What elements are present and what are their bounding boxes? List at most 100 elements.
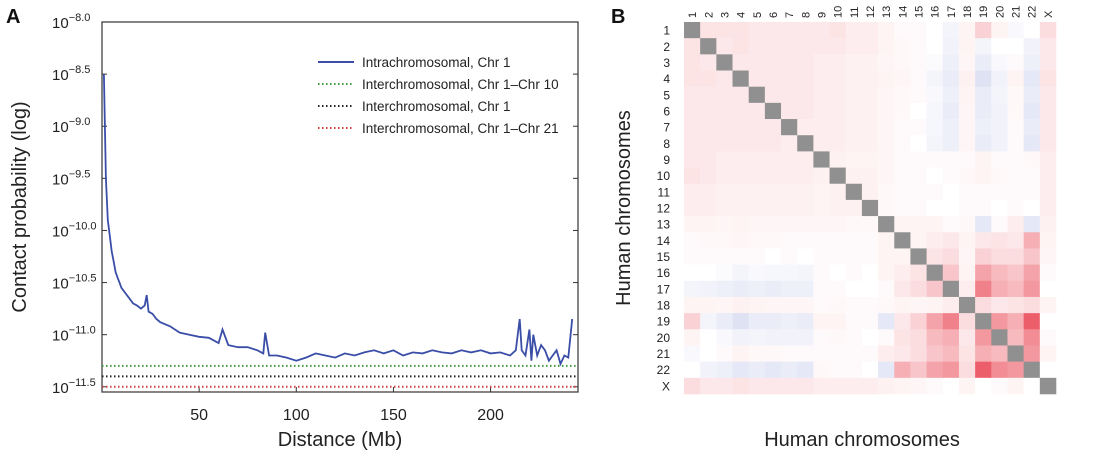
heatmap-cell [1007,151,1024,168]
heatmap-cell [684,199,701,217]
heatmap-cell [1039,280,1057,298]
legend-label: Interchromosomal, Chr 1–Chr 10 [362,77,559,92]
heatmap-cell [861,70,879,87]
row-label: 15 [657,250,671,264]
heatmap-cell [781,232,798,249]
heatmap-cell [942,329,960,346]
heatmap-cell [1007,232,1024,249]
heatmap-cell [797,264,814,282]
heatmap-cell [684,54,701,71]
heatmap-cell [732,38,749,55]
heatmap-cell [716,151,733,168]
heatmap-cell [813,167,830,185]
heatmap-cell [1023,102,1041,120]
heatmap-cell [861,119,879,136]
heatmap-cell [1007,102,1024,120]
heatmap-cell [732,280,749,298]
heatmap-cell [861,38,879,55]
heatmap-cell [942,70,960,87]
heatmap-cell [764,248,782,265]
heatmap-cell [878,38,895,55]
heatmap-cell [845,54,863,71]
heatmap-cell [845,22,863,39]
heatmap-cell [1007,345,1024,362]
heatmap-cell [732,264,749,282]
heatmap-cell [716,232,733,249]
heatmap-cell [910,329,927,346]
row-label: 1 [663,24,670,38]
heatmap-cell [829,86,847,104]
heatmap-cell [942,345,960,362]
heatmap-cell [813,248,830,265]
heatmap-cell [910,135,927,152]
heatmap-cell [781,38,798,55]
column-label: 6 [768,12,780,18]
heatmap-cell [797,38,814,55]
heatmap-cell [716,86,733,104]
heatmap-cell [797,199,814,217]
heatmap-cell [942,54,960,71]
heatmap-cell [975,361,992,379]
heatmap-cell [764,54,782,71]
heatmap-cell [991,38,1008,55]
heatmap-cell [732,102,749,120]
heatmap-cell [910,183,927,201]
heatmap-cell [845,70,863,87]
heatmap-cell [1023,119,1041,136]
heatmap-cell [1039,361,1057,379]
heatmap-cell [732,313,749,330]
heatmap-cell [781,216,798,233]
heatmap-cell [958,280,976,298]
heatmap-cell [748,345,766,362]
heatmap-cell [764,102,782,120]
heatmap-cell [861,296,879,314]
heatmap-cell [910,102,927,120]
legend-label: Interchromosomal, Chr 1–Chr 21 [362,121,559,136]
column-label: 7 [784,12,796,18]
heatmap-cell [942,119,960,136]
heatmap-cell [942,296,960,314]
heatmap-cell [926,248,944,265]
heatmap-cell [748,38,766,55]
heatmap-cell [845,102,863,120]
heatmap-cell [861,86,879,104]
heatmap-cell [861,248,879,265]
heatmap-cell [991,86,1008,104]
column-label: 9 [817,12,829,18]
heatmap-cell [684,102,701,120]
heatmap-cell [764,264,782,282]
heatmap-cell [894,119,911,136]
heatmap-cell [910,22,927,39]
heatmap-cell [942,361,960,379]
heatmap-cell [764,199,782,217]
heatmap-cell [845,38,863,55]
heatmap-cell [1007,119,1024,136]
heatmap-cell [991,280,1008,298]
heatmap-cell [1007,183,1024,201]
heatmap-cell [878,183,895,201]
heatmap-cell [910,199,927,217]
heatmap-cell [991,248,1008,265]
heatmap-cell [894,135,911,152]
heatmap-cell [1007,38,1024,55]
heatmap-cell [764,38,782,55]
heatmap-cell [684,151,701,168]
column-label: 18 [962,6,974,18]
heatmap-cell [764,135,782,152]
heatmap-cell [781,70,798,87]
heatmap-cell [958,151,976,168]
heatmap-cell [797,135,814,152]
heatmap-cell [975,86,992,104]
y-tick-label: 10−10.5 [52,273,97,293]
heatmap-cell [1023,199,1041,217]
heatmap-cell [700,199,717,217]
heatmap-cell [700,361,717,379]
heatmap-cell [926,199,944,217]
heatmap-cell [748,183,766,201]
panel-letter-b: B [611,6,626,28]
heatmap-cell [861,264,879,282]
heatmap-cell [1007,329,1024,346]
row-label: 8 [663,137,670,151]
heatmap-cell [1023,232,1041,249]
heatmap-cell [732,183,749,201]
